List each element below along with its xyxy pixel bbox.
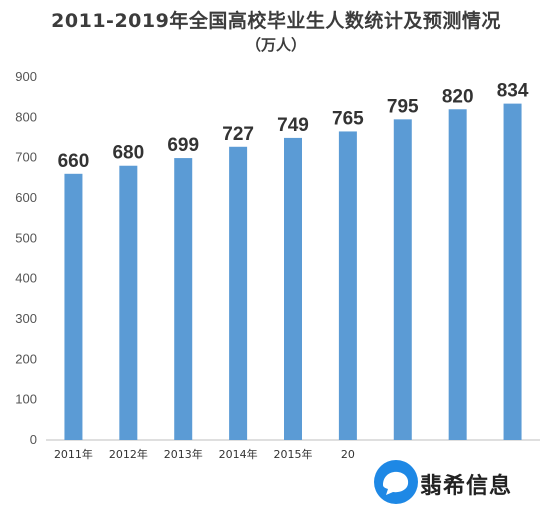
y-tick-label: 500 <box>15 230 37 245</box>
bar <box>174 158 193 440</box>
bar <box>64 173 83 441</box>
bar <box>119 165 138 440</box>
data-label: 660 <box>58 151 90 172</box>
data-label: 727 <box>222 124 254 145</box>
bars <box>64 103 522 441</box>
bar <box>229 146 248 440</box>
data-label: 765 <box>332 108 364 129</box>
x-axis: 2011年 2012年 2013年 2014年 2015年 20 <box>54 447 355 461</box>
y-tick-label: 200 <box>15 351 37 366</box>
data-label: 795 <box>387 96 419 117</box>
chat-bubble-icon <box>374 460 418 504</box>
x-tick-label: 2013年 <box>164 447 203 461</box>
data-label: 749 <box>277 115 309 136</box>
watermark-text: 翡希信息 <box>420 474 513 499</box>
y-tick-label: 0 <box>30 432 37 447</box>
x-tick-label: 2011年 <box>54 447 93 461</box>
y-tick-label: 300 <box>15 311 37 326</box>
bar <box>503 103 522 441</box>
y-axis: 0 100 200 300 400 500 600 700 800 900 <box>15 69 37 447</box>
y-tick-label: 100 <box>15 392 37 407</box>
y-tick-label: 700 <box>15 150 37 165</box>
x-tick-label: 2015年 <box>274 447 313 461</box>
data-label: 834 <box>497 81 529 102</box>
bar <box>393 119 412 440</box>
chart-title: 2011-2019年全国高校毕业生人数统计及预测情况 <box>51 10 501 32</box>
y-tick-label: 900 <box>15 69 37 84</box>
y-tick-label: 600 <box>15 190 37 205</box>
data-labels: 660 680 699 727 749 765 795 820 834 <box>58 81 529 172</box>
x-tick-label: 2014年 <box>219 447 258 461</box>
x-tick-label: 2012年 <box>109 447 148 461</box>
bar <box>338 131 357 440</box>
watermark: 翡希信息 <box>372 456 542 508</box>
data-label: 820 <box>442 86 474 107</box>
chart-subtitle: （万人） <box>245 36 306 54</box>
x-tick-label: 20 <box>341 448 355 461</box>
bar <box>448 109 467 441</box>
data-label: 699 <box>167 135 199 156</box>
bar <box>284 137 302 441</box>
data-label: 680 <box>112 143 144 164</box>
y-tick-label: 800 <box>15 109 37 124</box>
y-tick-label: 400 <box>15 271 37 286</box>
